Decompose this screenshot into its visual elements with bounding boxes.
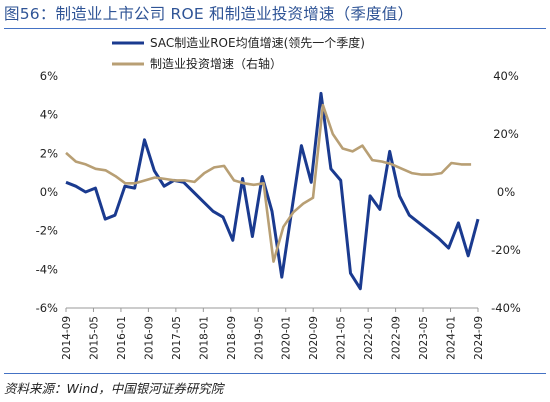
x-tick-label: 2015-05 <box>88 316 100 360</box>
legend-roe-label: SAC制造业ROE均值增速(领先一个季度) <box>150 35 365 50</box>
x-tick-label: 2020-09 <box>308 316 320 360</box>
y-right-tick-label: 0% <box>497 185 515 199</box>
source-note: 资料来源：Wind，中国银河证券研究院 <box>4 381 224 396</box>
y-left-tick-label: 2% <box>40 146 58 160</box>
footer-rule <box>4 373 546 374</box>
x-tick-label: 2018-09 <box>226 316 238 360</box>
figure-title: 图56：制造业上市公司 ROE 和制造业投资增速（季度值） <box>4 5 414 23</box>
y-left-tick-label: -2% <box>36 224 58 238</box>
chart-axes: 6% 4% 2% 0% -2% -4% -6% 40% 20% 0% -20% -40% 2014-09… <box>36 69 521 360</box>
x-tick-label: 2016-01 <box>116 316 128 360</box>
chart-legend: SAC制造业ROE均值增速(领先一个季度) 制造业投资增速（右轴） <box>112 35 365 71</box>
y-left-tick-label: 6% <box>40 69 58 83</box>
x-tick-label: 2020-01 <box>281 316 293 360</box>
x-tick-label: 2019-05 <box>253 316 265 360</box>
x-tick-label: 2024-01 <box>446 316 458 360</box>
y-right-tick-label: -20% <box>491 243 521 257</box>
x-tick-label: 2018-01 <box>198 316 210 360</box>
chart-series <box>65 91 480 291</box>
x-tick-label: 2022-01 <box>363 316 375 360</box>
title-underline <box>4 28 546 29</box>
x-tick-label: 2023-05 <box>418 316 430 360</box>
y-left-tick-label: 0% <box>40 185 58 199</box>
investment-series-line <box>65 103 472 263</box>
roe-series-line <box>65 91 480 291</box>
y-right-tick-label: 40% <box>493 69 519 83</box>
y-left-tick-label: -4% <box>36 262 58 276</box>
legend-investment-label: 制造业投资增速（右轴） <box>150 56 282 71</box>
y-right-tick-label: -40% <box>491 301 521 315</box>
x-tick-label: 2021-05 <box>336 316 348 360</box>
y-right-tick-label: 20% <box>493 127 519 141</box>
x-tick-label: 2024-09 <box>473 316 485 360</box>
x-tick-label: 2017-05 <box>171 316 183 360</box>
y-left-tick-label: 4% <box>40 108 58 122</box>
x-tick-label: 2022-09 <box>391 316 403 360</box>
x-tick-label: 2016-09 <box>143 316 155 360</box>
x-tick-label: 2014-09 <box>61 316 73 360</box>
y-left-tick-label: -6% <box>36 301 58 315</box>
